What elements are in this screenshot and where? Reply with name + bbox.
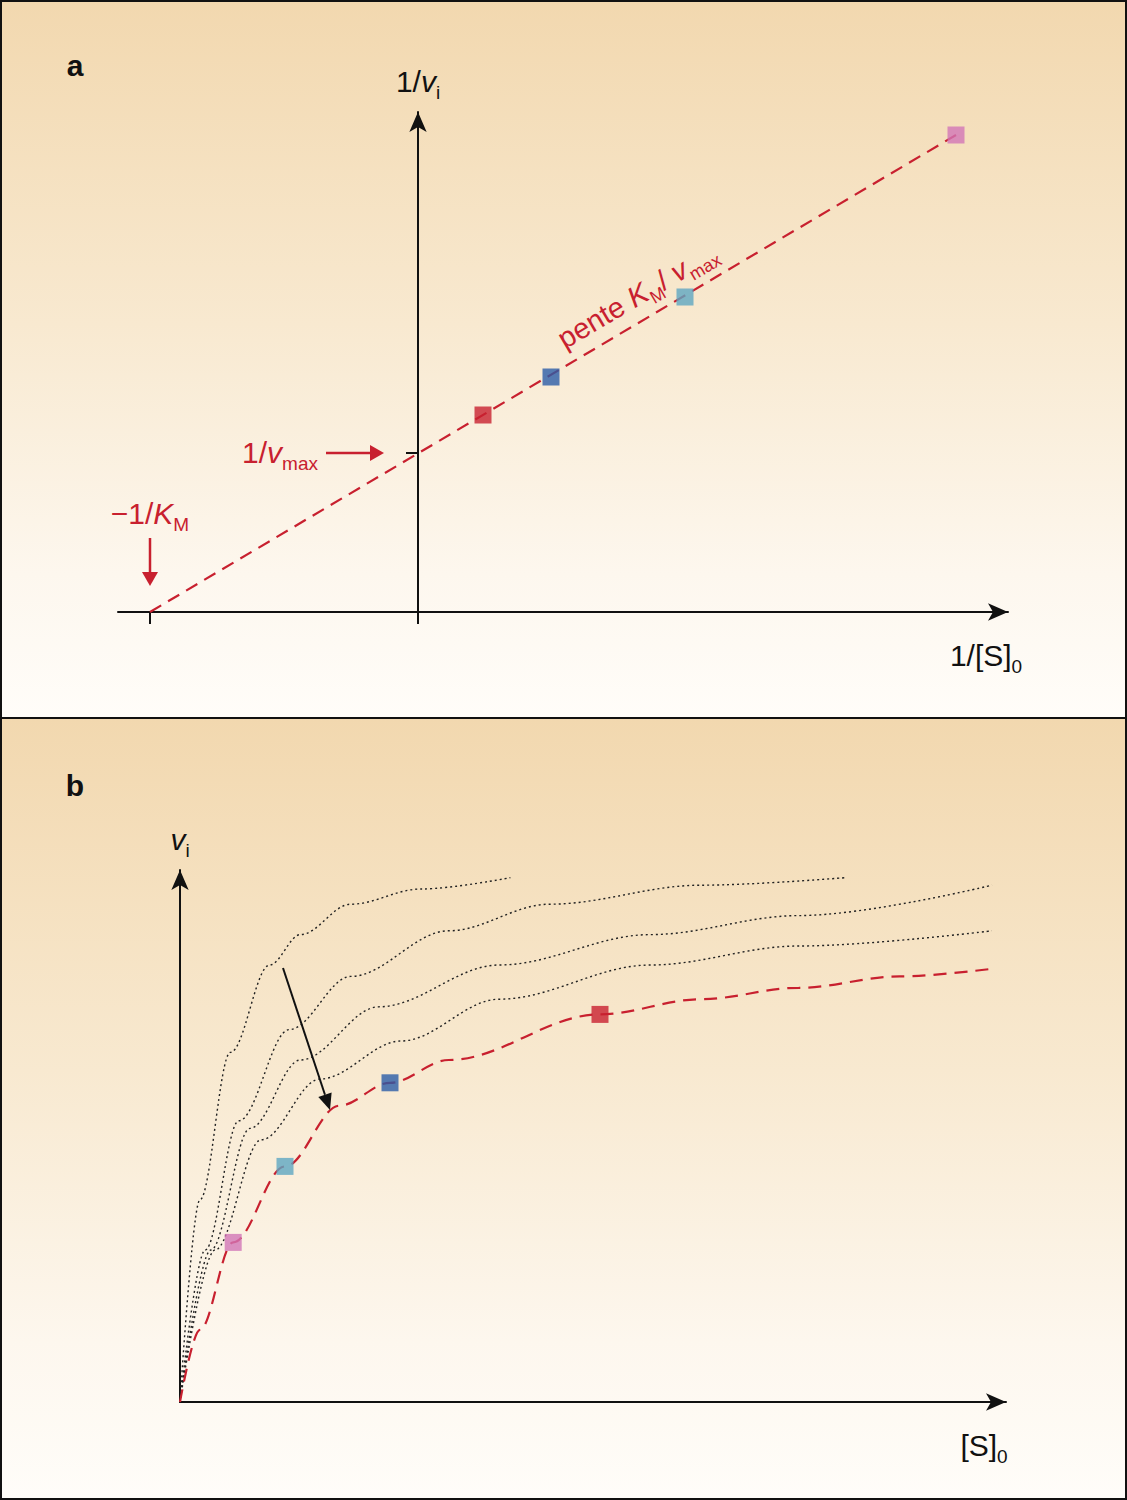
svg-text:max: max	[686, 250, 725, 285]
svg-text:0: 0	[997, 1446, 1008, 1467]
svg-text:M: M	[173, 514, 189, 535]
svg-text:v: v	[664, 253, 694, 288]
svg-text:v: v	[267, 436, 284, 469]
svg-text:[S]: [S]	[960, 1429, 997, 1462]
svg-text:v: v	[170, 822, 186, 856]
svg-text:1/: 1/	[396, 65, 422, 98]
svg-text:v: v	[420, 64, 436, 98]
svg-text:K: K	[153, 497, 175, 530]
svg-text:pente: pente	[552, 286, 638, 355]
svg-text:a: a	[67, 49, 84, 82]
svg-text:K: K	[621, 276, 655, 314]
svg-text:max: max	[282, 453, 318, 474]
svg-text:−1/: −1/	[111, 497, 154, 530]
svg-text:b: b	[66, 769, 84, 802]
svg-text:i: i	[185, 840, 189, 861]
svg-text:M: M	[646, 282, 670, 308]
svg-text:i: i	[436, 82, 440, 103]
svg-text:0: 0	[1012, 656, 1023, 677]
svg-text:1/: 1/	[242, 436, 268, 469]
svg-text:1/[S]: 1/[S]	[950, 639, 1012, 672]
